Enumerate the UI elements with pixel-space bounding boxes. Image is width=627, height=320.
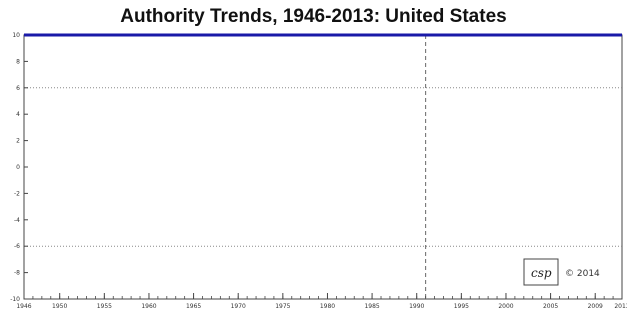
- x-tick-label: 1960: [141, 303, 156, 310]
- x-tick-label: 1980: [320, 303, 335, 310]
- x-tick-label: 2013: [614, 303, 627, 310]
- x-tick-label: 1985: [364, 303, 379, 310]
- y-tick-label: -10: [10, 296, 20, 303]
- y-tick-label: 2: [16, 138, 20, 145]
- x-tick-label: 1946: [16, 303, 31, 310]
- x-tick-label: 1965: [186, 303, 201, 310]
- logo-text: csp: [531, 266, 552, 280]
- y-tick-label: 4: [16, 111, 20, 118]
- x-tick-label: 1970: [231, 303, 246, 310]
- x-tick-label: 1955: [97, 303, 112, 310]
- y-tick-label: -4: [14, 217, 20, 224]
- x-tick-label: 2009: [588, 303, 603, 310]
- x-tick-label: 1995: [454, 303, 469, 310]
- x-tick-label: 1950: [52, 303, 67, 310]
- y-tick-label: -2: [14, 190, 20, 197]
- copyright-text: © 2014: [565, 269, 600, 279]
- chart-title: Authority Trends, 1946-2013: United Stat…: [120, 6, 507, 27]
- y-tick-label: 0: [16, 164, 20, 171]
- y-tick-label: -8: [14, 270, 20, 277]
- y-tick-label: 6: [16, 85, 20, 92]
- x-tick-label: 1990: [409, 303, 424, 310]
- csp-logo: csp: [523, 258, 559, 286]
- y-tick-label: 8: [16, 58, 20, 65]
- x-tick-label: 2005: [543, 303, 558, 310]
- x-tick-label: 1975: [275, 303, 290, 310]
- y-tick-label: -6: [14, 243, 20, 250]
- y-tick-label: 10: [12, 32, 20, 39]
- x-tick-label: 2000: [498, 303, 513, 310]
